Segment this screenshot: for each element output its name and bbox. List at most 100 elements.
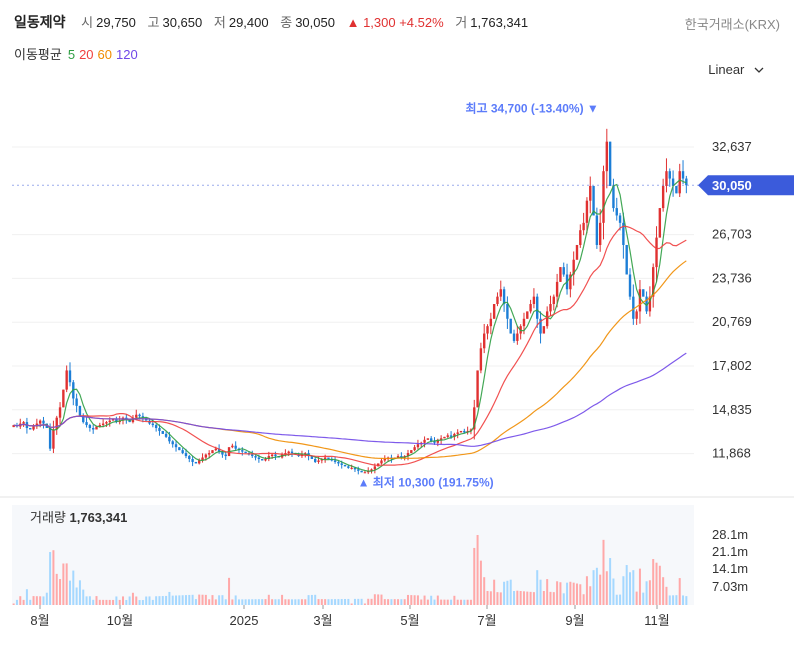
volume-bar	[665, 586, 668, 605]
volume-bar	[118, 599, 121, 605]
candle-body	[270, 454, 274, 457]
candle-body	[353, 467, 357, 470]
volume-tick-label: 28.1m	[712, 527, 748, 542]
volume-value: 1,763,341	[470, 15, 529, 30]
candle-body	[598, 222, 602, 245]
volume-bar	[201, 594, 204, 605]
x-tick-label: 8월	[30, 613, 49, 628]
volume-bar	[15, 599, 18, 605]
volume-bar	[45, 592, 48, 605]
volume-bar	[592, 570, 595, 605]
candle-body	[198, 460, 201, 464]
volume-bar	[151, 599, 154, 605]
candle-body	[201, 457, 204, 461]
candle-body	[449, 435, 453, 437]
volume-bar	[78, 580, 81, 605]
quote-header: 일동제약 시 29,750 고 30,650 저 29,400 종 30,050 ▲ 1…	[14, 12, 536, 32]
candle-body	[105, 422, 108, 424]
volume-bar	[357, 598, 360, 605]
volume-bar	[128, 596, 131, 605]
candle-body	[575, 244, 579, 260]
volume-panel-label: 거래량 1,763,341	[30, 510, 127, 525]
candle-body	[62, 389, 65, 408]
ma-60[interactable]: 60	[97, 47, 113, 62]
ma-label: 이동평균	[14, 47, 62, 62]
volume-bar	[685, 596, 688, 605]
volume-bar	[668, 595, 671, 605]
volume-bar	[473, 547, 476, 605]
volume-bar	[29, 599, 32, 605]
candle-body	[12, 425, 15, 428]
volume-bar	[320, 599, 323, 605]
candle-body	[75, 398, 78, 406]
volume-bar	[108, 599, 111, 605]
volume-bar	[247, 599, 250, 605]
volume-bar	[476, 535, 479, 605]
candle-body	[181, 450, 184, 454]
volume-bar	[161, 596, 164, 605]
candle-body	[48, 428, 52, 449]
candle-body	[625, 244, 628, 275]
volume-bar	[509, 579, 512, 605]
candle-body	[178, 447, 181, 451]
scale-selector[interactable]: Linear	[708, 62, 764, 77]
candle-body	[191, 459, 194, 462]
volume-bar	[483, 577, 486, 605]
volume-bar	[145, 596, 148, 605]
candle-body	[168, 436, 171, 442]
volume-bar	[423, 595, 426, 605]
current-price-tag	[698, 175, 794, 196]
candle-body	[499, 289, 502, 297]
candle-body	[559, 267, 562, 282]
volume-bar	[549, 591, 552, 605]
candle-body	[184, 453, 188, 457]
volume-bar	[569, 581, 572, 605]
volume-bar	[310, 594, 313, 605]
volume-bar	[277, 599, 280, 605]
candle-body	[323, 457, 327, 460]
volume-bar	[25, 589, 28, 605]
candle-body	[42, 420, 45, 424]
volume-bar	[595, 567, 598, 605]
candle-body	[463, 430, 466, 433]
candle-body	[439, 438, 443, 440]
volume-bar	[231, 599, 234, 605]
candle-body	[164, 433, 168, 437]
volume-bar	[367, 598, 370, 605]
candle-body	[552, 296, 555, 305]
volume-bar	[92, 599, 95, 605]
price-tick-label: 20,769	[712, 314, 752, 329]
candle-body	[542, 326, 546, 334]
candle-body	[453, 433, 456, 437]
candle-body	[622, 222, 625, 245]
price-tick-label: 32,637	[712, 139, 752, 154]
candle-body	[628, 274, 632, 297]
ma-20[interactable]: 20	[79, 47, 94, 62]
volume-bar	[516, 590, 519, 605]
candle-body	[340, 463, 343, 465]
candle-body	[95, 426, 98, 430]
candle-body	[476, 370, 479, 408]
volume-bar	[387, 599, 390, 605]
volume-bar	[463, 599, 466, 605]
candle-body	[91, 428, 95, 430]
volume-bar	[317, 599, 320, 605]
candle-body	[526, 311, 529, 319]
volume-bar	[629, 572, 632, 605]
ma-5[interactable]: 5	[67, 47, 76, 62]
volume-bar	[264, 599, 267, 605]
ma-120[interactable]: 120	[116, 47, 138, 62]
candle-body	[68, 370, 72, 383]
volume-bar	[503, 581, 506, 605]
low-value: 29,400	[228, 15, 269, 30]
volume-bar	[324, 599, 327, 605]
candle-body	[635, 311, 638, 319]
candle-body	[486, 326, 489, 334]
volume-bar	[49, 552, 52, 605]
candle-body	[38, 420, 42, 424]
volume-bar	[469, 599, 472, 605]
volume-bar	[446, 599, 449, 605]
candle-body	[151, 423, 155, 426]
volume-bar	[254, 599, 257, 605]
